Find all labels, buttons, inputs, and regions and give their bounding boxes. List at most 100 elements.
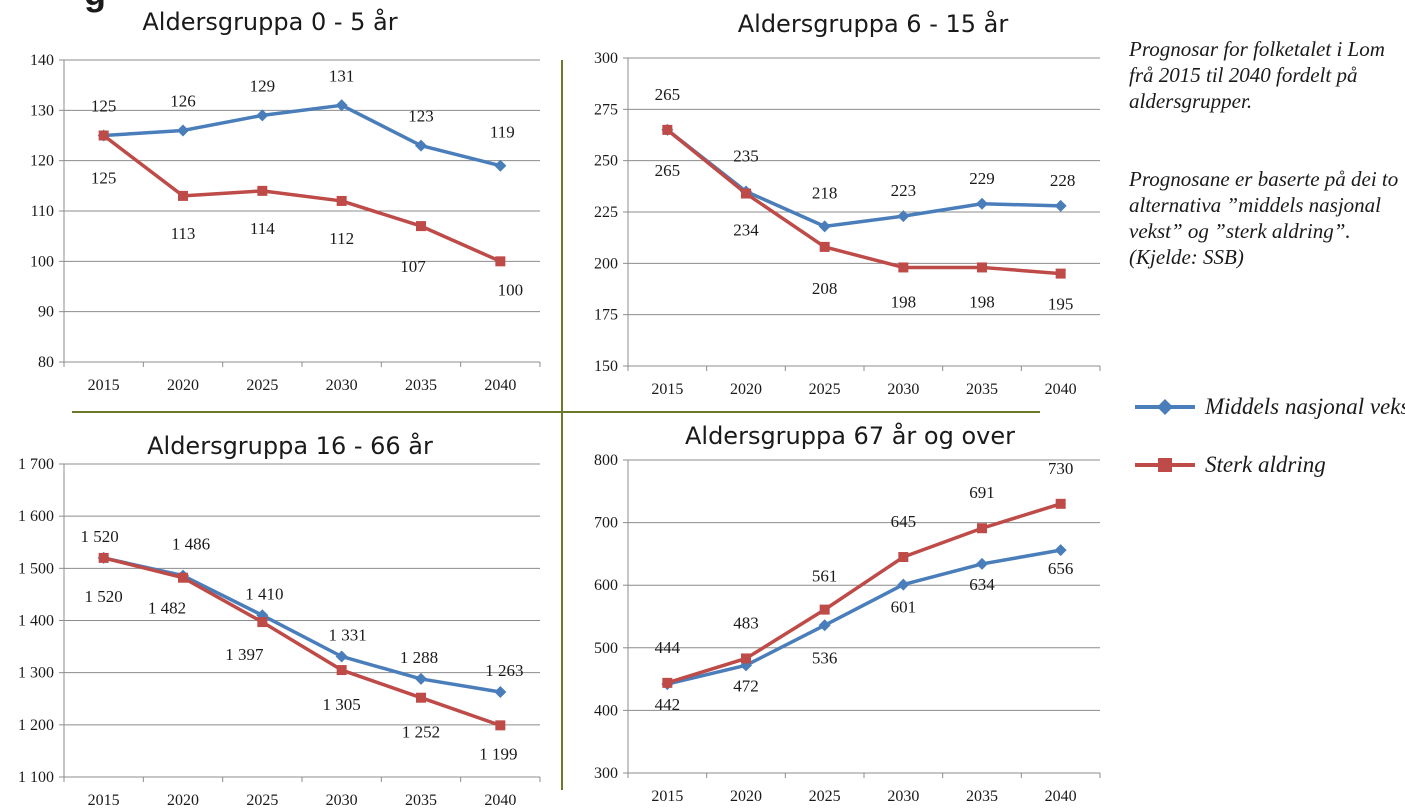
chart-title: Aldersgruppa 6 - 15 år <box>738 9 1009 38</box>
point-middels <box>897 578 910 591</box>
data-label-middels: 229 <box>969 169 995 188</box>
data-label-middels: 472 <box>733 676 759 695</box>
point-sterk <box>977 523 987 534</box>
data-label-middels: 223 <box>891 181 917 200</box>
x-tick-label: 2040 <box>1045 788 1077 805</box>
y-tick-label: 175 <box>594 307 618 324</box>
data-label-middels: 125 <box>91 97 117 116</box>
y-tick-label: 1 400 <box>18 613 54 630</box>
y-tick-label: 800 <box>594 452 618 469</box>
y-tick-label: 80 <box>38 354 54 371</box>
data-label-sterk: 114 <box>250 219 275 238</box>
series-line-sterk <box>102 134 502 263</box>
data-label-middels: 1 263 <box>485 661 523 680</box>
point-sterk <box>416 692 426 703</box>
point-sterk <box>977 262 987 273</box>
series-line-middels <box>103 103 501 168</box>
legend-item-sterk: Sterk aldring <box>1135 450 1405 480</box>
data-label-middels: 601 <box>891 598 917 617</box>
y-tick-label: 225 <box>594 204 618 221</box>
data-label-middels: 1 520 <box>81 527 119 546</box>
point-middels <box>818 220 831 233</box>
point-sterk <box>898 552 909 563</box>
x-tick-label: 2020 <box>167 377 199 394</box>
series-line-sterk <box>103 556 501 728</box>
point-middels <box>1054 544 1067 557</box>
point-sterk <box>98 552 109 563</box>
data-label-sterk: 1 199 <box>479 744 517 763</box>
legend-item-middels: Middels nasjonal vekst <box>1135 392 1405 422</box>
data-label-middels: 123 <box>408 107 434 126</box>
point-sterk <box>336 665 347 676</box>
y-tick-label: 1 100 <box>18 769 54 786</box>
x-tick-label: 2020 <box>167 792 199 809</box>
data-label-middels: 634 <box>969 575 995 594</box>
note-paragraph-2: Prognosane er baserte på dei to alternat… <box>1129 167 1399 269</box>
x-tick-label: 2040 <box>484 377 516 394</box>
data-label-sterk: 645 <box>891 512 917 531</box>
y-tick-label: 140 <box>30 52 54 69</box>
data-label-middels: 1 486 <box>172 535 210 554</box>
y-tick-label: 300 <box>594 765 618 782</box>
x-tick-label: 2015 <box>88 792 120 809</box>
data-label-sterk: 691 <box>969 483 995 502</box>
y-tick-label: 275 <box>594 101 618 118</box>
point-middels <box>335 650 348 663</box>
data-label-middels: 129 <box>250 76 276 95</box>
chart-title: Aldersgruppa 16 - 66 år <box>147 431 433 460</box>
chart-title: Aldersgruppa 0 - 5 år <box>142 7 397 36</box>
data-label-sterk: 198 <box>969 292 995 311</box>
y-tick-label: 400 <box>594 702 618 719</box>
y-tick-label: 110 <box>31 203 54 220</box>
y-tick-label: 700 <box>594 515 618 532</box>
point-middels <box>415 139 427 152</box>
data-label-sterk: 125 <box>91 169 117 188</box>
y-tick-label: 1 700 <box>18 456 54 473</box>
series-line-middels <box>103 556 501 694</box>
y-tick-label: 100 <box>30 253 54 270</box>
point-sterk <box>178 572 188 583</box>
data-label-sterk: 112 <box>329 229 354 248</box>
data-label-middels: 536 <box>812 648 838 667</box>
x-tick-label: 2035 <box>966 381 998 398</box>
data-label-sterk: 444 <box>655 638 681 657</box>
data-label-sterk: 195 <box>1048 295 1074 314</box>
data-label-sterk: 198 <box>891 292 917 311</box>
y-tick-label: 300 <box>594 50 618 67</box>
point-sterk <box>98 130 109 141</box>
point-middels <box>976 197 988 210</box>
x-tick-label: 2030 <box>887 381 919 398</box>
series-line-sterk <box>666 128 1061 276</box>
data-label-middels: 1 410 <box>245 584 283 603</box>
data-label-middels: 218 <box>812 183 838 202</box>
note-paragraph-1: Prognosar for folketalet i Lom frå 2015 … <box>1129 37 1385 113</box>
x-tick-label: 2035 <box>405 377 437 394</box>
data-label-sterk: 208 <box>812 279 838 298</box>
data-label-middels: 656 <box>1048 559 1074 578</box>
data-label-middels: 442 <box>655 695 681 714</box>
x-tick-label: 2040 <box>484 792 516 809</box>
data-label-sterk: 483 <box>733 613 759 632</box>
point-sterk <box>495 720 506 731</box>
x-tick-label: 2030 <box>887 788 919 805</box>
x-tick-label: 2030 <box>326 377 358 394</box>
point-middels <box>1054 199 1067 212</box>
data-label-sterk: 100 <box>498 280 524 299</box>
chart-title: Aldersgruppa 67 år og over <box>685 421 1015 450</box>
data-label-sterk: 730 <box>1048 459 1074 478</box>
point-sterk <box>741 188 751 199</box>
legend-square-marker-icon <box>1135 458 1195 472</box>
point-middels <box>494 159 507 172</box>
point-middels <box>335 99 348 112</box>
data-label-sterk: 107 <box>400 257 426 276</box>
point-sterk <box>257 185 268 196</box>
data-label-sterk: 1 252 <box>402 723 440 742</box>
point-sterk <box>257 617 268 628</box>
x-tick-label: 2025 <box>246 377 278 394</box>
data-label-middels: 119 <box>490 123 515 142</box>
data-label-sterk: 1 520 <box>85 587 123 606</box>
data-label-middels: 126 <box>170 91 196 110</box>
x-tick-label: 2020 <box>730 788 762 805</box>
chart-1: Aldersgruppa 0 - 5 år 80 90 100 110 120 130 140… <box>30 7 541 394</box>
